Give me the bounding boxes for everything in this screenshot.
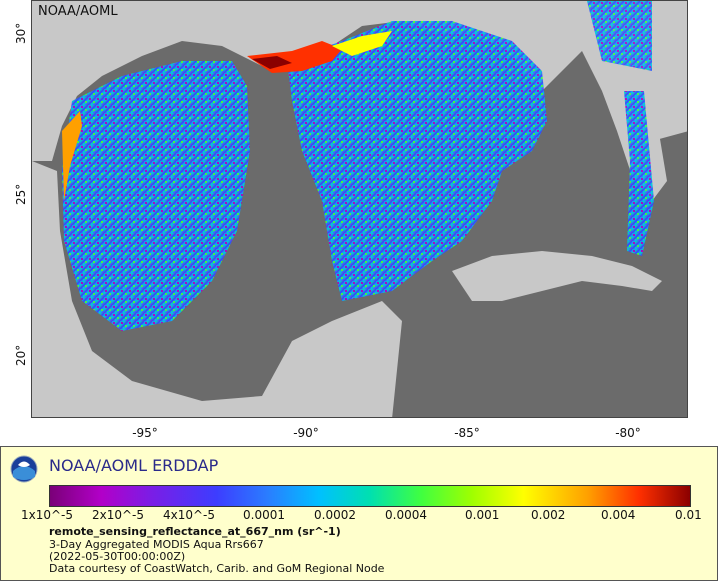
atlantic-data-strip-north	[587, 1, 652, 71]
colorbar-label: 0.01	[675, 508, 702, 522]
mississippi-plume-core	[252, 56, 292, 69]
colorbar-label: 0.0002	[314, 508, 356, 522]
lon-tick-80: -80°	[615, 426, 641, 440]
cuba-landmass	[452, 251, 662, 301]
us-landmass	[32, 1, 687, 161]
map-credit: NOAA/AOML	[38, 4, 118, 19]
mexico-landmass	[32, 161, 402, 417]
central-data-swath	[287, 21, 547, 301]
lon-tick-90: -90°	[293, 426, 319, 440]
colorbar-label: 0.004	[601, 508, 636, 522]
texas-coast-band	[62, 111, 82, 201]
colorbar-label: 1x10^-5	[21, 508, 74, 522]
erddap-brand: NOAA/AOML ERDDAP	[49, 456, 219, 475]
lon-tick-85: -85°	[454, 426, 480, 440]
colorbar-label: 0.002	[531, 508, 566, 522]
map-panel: NOAA/AOML	[31, 0, 688, 418]
lat-tick-30: 30°	[14, 22, 28, 44]
lon-tick-95: -95°	[132, 426, 158, 440]
legend-footer: NOAA/AOML ERDDAP 1x10^-5 2x10^-5 4x10^-5…	[0, 446, 718, 581]
time-label: (2022-05-30T00:00:00Z)	[49, 550, 186, 563]
noaa-logo-icon	[10, 455, 38, 483]
atlantic-data-strip	[624, 91, 654, 256]
lat-tick-25: 25°	[14, 183, 28, 205]
colorbar-label: 0.0004	[385, 508, 427, 522]
louisiana-coast-band	[332, 31, 392, 56]
data-courtesy: Data courtesy of CoastWatch, Carib. and …	[49, 562, 385, 575]
dataset-title: 3-Day Aggregated MODIS Aqua Rrs667	[49, 538, 264, 551]
colorbar-label: 4x10^-5	[163, 508, 216, 522]
variable-name: remote_sensing_reflectance_at_667_nm (sr…	[49, 525, 341, 538]
colorbar-label: 0.001	[465, 508, 500, 522]
gulf-of-mexico-map	[32, 1, 687, 417]
west-data-swath	[62, 61, 250, 331]
lat-tick-20: 20°	[14, 344, 28, 366]
colorbar	[49, 485, 691, 507]
colorbar-label: 2x10^-5	[92, 508, 145, 522]
colorbar-label: 0.0001	[243, 508, 285, 522]
